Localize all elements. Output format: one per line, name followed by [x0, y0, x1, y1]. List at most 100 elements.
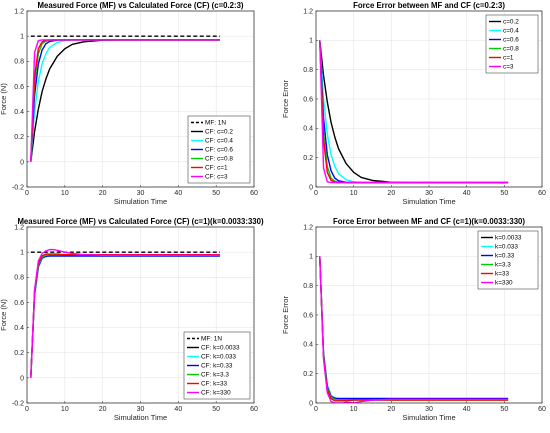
y-tick-label: 0.2 [303, 371, 313, 378]
y-tick-label: 0 [20, 159, 24, 166]
legend-label: k=0.033 [495, 244, 518, 251]
x-tick-label: 60 [538, 406, 546, 413]
error-chart-c: 0 10 20 30 40 50 60 0 0.2 0.4 0.6 0.8 1 1.2 Force Erro… [281, 1, 546, 206]
series-group [319, 40, 509, 184]
x-tick-label: 60 [250, 190, 258, 197]
legend-label: k=0.0033 [495, 235, 522, 242]
legend-label: c=0.4 [503, 28, 519, 35]
x-tick-label: 30 [137, 406, 145, 413]
series-line [319, 40, 509, 184]
legend-label: CF: k=0.033 [201, 354, 236, 361]
y-tick-label: 0.8 [303, 67, 313, 74]
x-tick-label: 40 [174, 406, 182, 413]
x-tick-label: 10 [61, 406, 69, 413]
y-tick-label: -0.2 [12, 400, 24, 407]
y-tick-label: 0.8 [303, 283, 313, 290]
legend-label: CF: c=0.4 [205, 138, 233, 145]
x-tick-label: 30 [425, 190, 433, 197]
y-tick-label: -0.2 [12, 184, 24, 191]
y-tick-label: 0.4 [14, 325, 24, 332]
force-chart-c: 0 10 20 30 40 50 60-0.200.20.40.60.811.2Measur… [0, 1, 258, 206]
series-group [319, 256, 509, 403]
legend-label: c=3 [503, 64, 514, 71]
x-tick-label: 20 [387, 190, 395, 197]
x-tick-label: 60 [538, 190, 546, 197]
x-tick-label: 20 [387, 406, 395, 413]
x-tick-label: 30 [137, 190, 145, 197]
x-axis-label: Simulation Time [402, 197, 455, 206]
legend-label: CF: k=33 [201, 381, 228, 388]
y-axis-label: Force Error [281, 296, 290, 334]
legend-label: CF: k=3.3 [201, 372, 229, 379]
y-tick-label: 0 [309, 184, 313, 191]
legend: MF: 1N CF: k=0.0033 CF: k=0.033 CF: k=0.33 C… [183, 331, 251, 400]
chart-title: Measured Force (MF) vs Calculated Force … [17, 217, 264, 226]
y-tick-label: 1 [20, 250, 24, 257]
x-tick-label: 0 [25, 406, 29, 413]
x-tick-label: 20 [99, 190, 107, 197]
x-tick-label: 50 [212, 190, 220, 197]
x-tick-label: 20 [99, 406, 107, 413]
x-tick-label: 0 [25, 190, 29, 197]
y-tick-label: 0.2 [14, 134, 24, 141]
legend-label: c=0.2 [503, 19, 519, 26]
y-tick-label: 1 [309, 254, 313, 261]
x-tick-label: 10 [350, 406, 358, 413]
x-axis-label: Simulation Time [114, 413, 167, 422]
legend-label: CF: c=3 [205, 174, 228, 181]
y-tick-label: 1 [309, 38, 313, 45]
x-axis-label: Simulation Time [114, 197, 167, 206]
y-axis-label: Force (N) [0, 83, 8, 115]
legend-box [485, 14, 539, 74]
x-tick-label: 40 [463, 406, 471, 413]
y-tick-label: 0.6 [303, 312, 313, 319]
x-tick-label: 50 [500, 190, 508, 197]
y-tick-label: 1.2 [14, 224, 24, 231]
legend-label: k=3.3 [495, 262, 511, 269]
x-tick-label: 40 [463, 190, 471, 197]
legend-label: c=1 [503, 55, 514, 62]
legend-label: k=33 [495, 271, 509, 278]
legend-label: CF: k=0.0033 [201, 345, 240, 352]
chart-title: Measured Force (MF) vs Calculated Force … [37, 1, 243, 10]
force-chart-k: 0 10 20 30 40 50 60-0.200.20.40.60.811.2Measur… [0, 217, 264, 422]
y-tick-label: 0 [309, 400, 313, 407]
legend-label: MF: 1N [205, 120, 226, 127]
x-tick-label: 30 [425, 406, 433, 413]
legend-label: c=0.8 [503, 46, 519, 53]
y-tick-label: 0.6 [14, 84, 24, 91]
legend-label: k=330 [495, 280, 513, 287]
x-axis-label: Simulation Time [402, 413, 455, 422]
legend-label: CF: c=0.8 [205, 156, 233, 163]
error-chart-k: 0 10 20 30 40 50 60 0 0.2 0.4 0.6 0.8 1 1.2 Force Erro… [281, 217, 546, 422]
legend-label: k=0.33 [495, 253, 515, 260]
legend: k=0.0033 k=0.033 k=0.33 k=3.3 k=33 k=330 [477, 230, 539, 290]
y-tick-label: 1.2 [14, 8, 24, 15]
x-tick-label: 50 [500, 406, 508, 413]
y-tick-label: 0.8 [14, 275, 24, 282]
x-tick-label: 10 [61, 190, 69, 197]
legend-label: CF: c=0.6 [205, 147, 233, 154]
series-line [30, 248, 220, 378]
y-tick-label: 0.2 [303, 155, 313, 162]
y-tick-label: 0.8 [14, 59, 24, 66]
legend-label: CF: c=1 [205, 165, 228, 172]
y-tick-label: 1.2 [303, 224, 313, 231]
y-tick-label: 1 [20, 34, 24, 41]
legend: MF: 1N CF: c=0.2 CF: c=0.4 CF: c=0.6 CF: c=0… [187, 115, 251, 184]
legend-label: CF: k=0.33 [201, 363, 233, 370]
y-tick-label: 0.2 [14, 350, 24, 357]
series-group [30, 35, 220, 162]
chart-title: Force Error between MF and CF (c=0.2:3) [353, 1, 505, 10]
x-tick-label: 60 [250, 406, 258, 413]
y-tick-label: 0.4 [303, 342, 313, 349]
y-axis-label: Force Error [281, 80, 290, 118]
legend-label: c=0.6 [503, 37, 519, 44]
legend-label: MF: 1N [201, 336, 222, 343]
series-line [319, 256, 509, 403]
legend-label: CF: c=0.2 [205, 129, 233, 136]
y-tick-label: 0.6 [14, 300, 24, 307]
y-tick-label: 1.2 [303, 8, 313, 15]
x-tick-label: 10 [350, 190, 358, 197]
y-tick-label: 0.4 [303, 126, 313, 133]
